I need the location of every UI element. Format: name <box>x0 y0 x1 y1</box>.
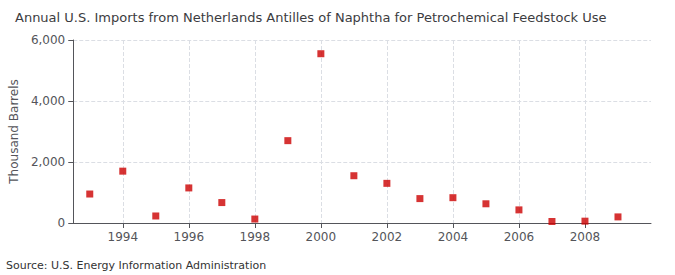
svg-text:0: 0 <box>58 216 66 230</box>
svg-text:2004: 2004 <box>438 230 469 244</box>
svg-text:Source: U.S. Energy Informatio: Source: U.S. Energy Information Administ… <box>6 259 266 272</box>
svg-text:1996: 1996 <box>174 230 205 244</box>
svg-text:2002: 2002 <box>372 230 403 244</box>
svg-text:2006: 2006 <box>504 230 535 244</box>
svg-text:2000: 2000 <box>306 230 337 244</box>
svg-text:Thousand Barrels: Thousand Barrels <box>7 79 21 184</box>
svg-text:4,000: 4,000 <box>31 94 65 108</box>
svg-text:1994: 1994 <box>108 230 139 244</box>
svg-text:2008: 2008 <box>570 230 601 244</box>
svg-text:6,000: 6,000 <box>31 33 65 47</box>
svg-text:2,000: 2,000 <box>31 155 65 169</box>
svg-text:1998: 1998 <box>240 230 271 244</box>
svg-text:Annual U.S. Imports from Nethe: Annual U.S. Imports from Netherlands Ant… <box>15 10 607 25</box>
